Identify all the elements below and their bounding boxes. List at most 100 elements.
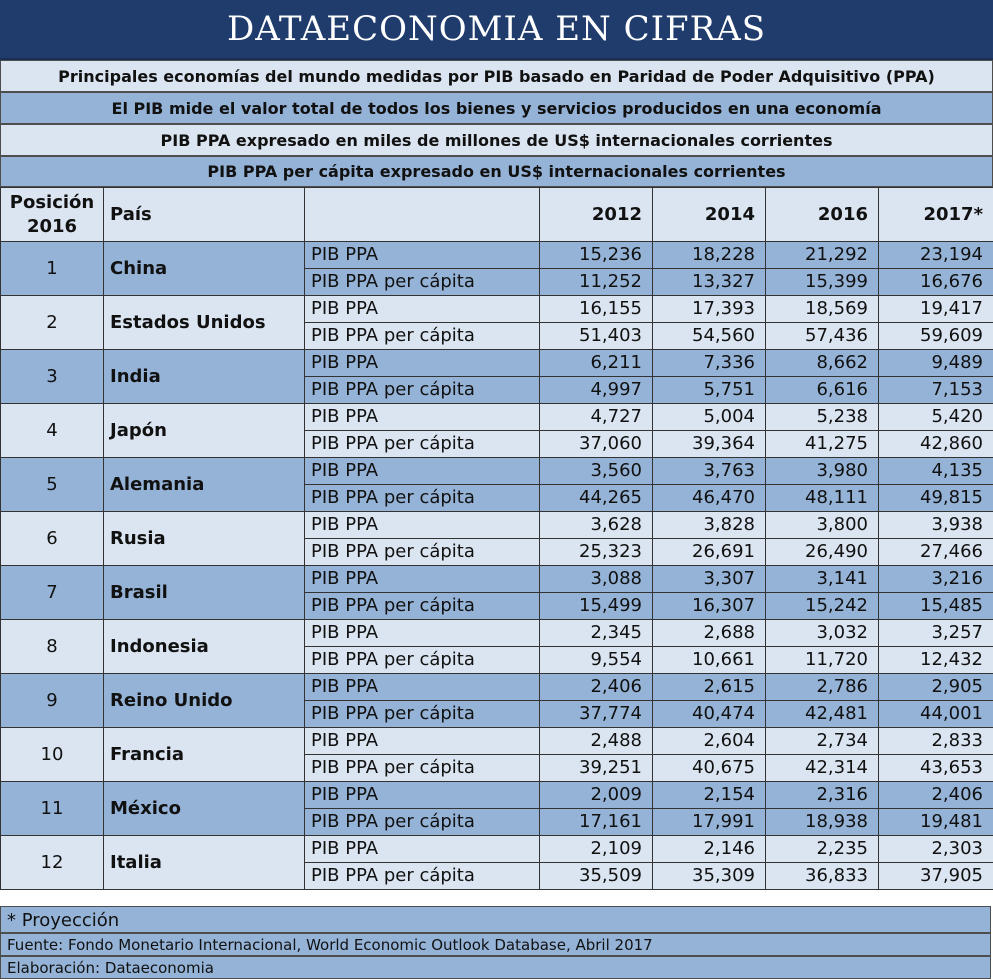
position-cell: 6 bbox=[1, 512, 104, 566]
gdp-value: 2,786 bbox=[766, 674, 879, 701]
gdp-value: 5,238 bbox=[766, 404, 879, 431]
gdp-value: 3,938 bbox=[879, 512, 993, 539]
gdp-value: 2,406 bbox=[879, 782, 993, 809]
metric-label: PIB PPA bbox=[305, 620, 540, 647]
gdp-value: 19,417 bbox=[879, 296, 993, 323]
country-cell: India bbox=[104, 350, 305, 404]
country-cell: Indonesia bbox=[104, 620, 305, 674]
metric-label: PIB PPA bbox=[305, 404, 540, 431]
position-cell: 1 bbox=[1, 242, 104, 296]
header-year: 2014 bbox=[653, 188, 766, 242]
gdp-value: 3,828 bbox=[653, 512, 766, 539]
metric-label: PIB PPA bbox=[305, 350, 540, 377]
header-year: 2016 bbox=[766, 188, 879, 242]
gdp-value: 2,146 bbox=[653, 836, 766, 863]
gdp-table: Posición 2016 País 2012 2014 2016 2017* … bbox=[0, 187, 993, 890]
gdp-value: 3,307 bbox=[653, 566, 766, 593]
per-capita-value: 51,403 bbox=[540, 323, 653, 350]
gdp-value: 3,216 bbox=[879, 566, 993, 593]
per-capita-value: 26,490 bbox=[766, 539, 879, 566]
per-capita-value: 39,364 bbox=[653, 431, 766, 458]
header-position: Posición 2016 bbox=[1, 188, 104, 242]
metric-label: PIB PPA bbox=[305, 296, 540, 323]
metric-label: PIB PPA per cápita bbox=[305, 377, 540, 404]
header-year: 2012 bbox=[540, 188, 653, 242]
position-cell: 5 bbox=[1, 458, 104, 512]
per-capita-value: 57,436 bbox=[766, 323, 879, 350]
country-cell: Alemania bbox=[104, 458, 305, 512]
metric-label: PIB PPA bbox=[305, 458, 540, 485]
header-position-line2: 2016 bbox=[27, 216, 77, 237]
country-cell: Japón bbox=[104, 404, 305, 458]
gdp-value: 3,763 bbox=[653, 458, 766, 485]
gdp-value: 2,235 bbox=[766, 836, 879, 863]
gdp-value: 2,345 bbox=[540, 620, 653, 647]
gdp-value: 5,420 bbox=[879, 404, 993, 431]
metric-label: PIB PPA bbox=[305, 512, 540, 539]
subtitle-3: PIB PPA expresado en miles de millones d… bbox=[0, 124, 993, 156]
per-capita-value: 4,997 bbox=[540, 377, 653, 404]
metric-label: PIB PPA per cápita bbox=[305, 701, 540, 728]
per-capita-value: 15,499 bbox=[540, 593, 653, 620]
metric-label: PIB PPA bbox=[305, 728, 540, 755]
position-cell: 9 bbox=[1, 674, 104, 728]
per-capita-value: 17,161 bbox=[540, 809, 653, 836]
gdp-value: 16,155 bbox=[540, 296, 653, 323]
per-capita-value: 27,466 bbox=[879, 539, 993, 566]
per-capita-value: 40,474 bbox=[653, 701, 766, 728]
gdp-value: 3,257 bbox=[879, 620, 993, 647]
country-cell: Italia bbox=[104, 836, 305, 890]
per-capita-value: 5,751 bbox=[653, 377, 766, 404]
gdp-value: 2,604 bbox=[653, 728, 766, 755]
position-cell: 3 bbox=[1, 350, 104, 404]
gdp-value: 6,211 bbox=[540, 350, 653, 377]
per-capita-value: 18,938 bbox=[766, 809, 879, 836]
metric-label: PIB PPA per cápita bbox=[305, 431, 540, 458]
position-cell: 12 bbox=[1, 836, 104, 890]
country-cell: Reino Unido bbox=[104, 674, 305, 728]
gdp-value: 2,109 bbox=[540, 836, 653, 863]
gdp-value: 21,292 bbox=[766, 242, 879, 269]
position-cell: 8 bbox=[1, 620, 104, 674]
gdp-value: 17,393 bbox=[653, 296, 766, 323]
per-capita-value: 43,653 bbox=[879, 755, 993, 782]
metric-label: PIB PPA per cápita bbox=[305, 863, 540, 890]
per-capita-value: 16,307 bbox=[653, 593, 766, 620]
position-cell: 11 bbox=[1, 782, 104, 836]
gdp-value: 2,905 bbox=[879, 674, 993, 701]
per-capita-value: 44,265 bbox=[540, 485, 653, 512]
metric-label: PIB PPA per cápita bbox=[305, 323, 540, 350]
gdp-value: 2,406 bbox=[540, 674, 653, 701]
gdp-value: 15,236 bbox=[540, 242, 653, 269]
per-capita-value: 7,153 bbox=[879, 377, 993, 404]
gdp-value: 8,662 bbox=[766, 350, 879, 377]
position-cell: 4 bbox=[1, 404, 104, 458]
metric-label: PIB PPA bbox=[305, 566, 540, 593]
per-capita-value: 6,616 bbox=[766, 377, 879, 404]
per-capita-value: 48,111 bbox=[766, 485, 879, 512]
position-cell: 10 bbox=[1, 728, 104, 782]
gdp-value: 2,734 bbox=[766, 728, 879, 755]
position-cell: 7 bbox=[1, 566, 104, 620]
gdp-value: 2,316 bbox=[766, 782, 879, 809]
metric-label: PIB PPA per cápita bbox=[305, 755, 540, 782]
per-capita-value: 39,251 bbox=[540, 755, 653, 782]
metric-label: PIB PPA per cápita bbox=[305, 485, 540, 512]
source-note: Fuente: Fondo Monetario Internacional, W… bbox=[0, 933, 991, 956]
table-header: Posición 2016 País 2012 2014 2016 2017* bbox=[1, 188, 993, 242]
per-capita-value: 42,860 bbox=[879, 431, 993, 458]
per-capita-value: 59,609 bbox=[879, 323, 993, 350]
gdp-value: 9,489 bbox=[879, 350, 993, 377]
header-position-line1: Posición bbox=[10, 192, 94, 213]
per-capita-value: 40,675 bbox=[653, 755, 766, 782]
gdp-value: 18,569 bbox=[766, 296, 879, 323]
gdp-value: 2,688 bbox=[653, 620, 766, 647]
